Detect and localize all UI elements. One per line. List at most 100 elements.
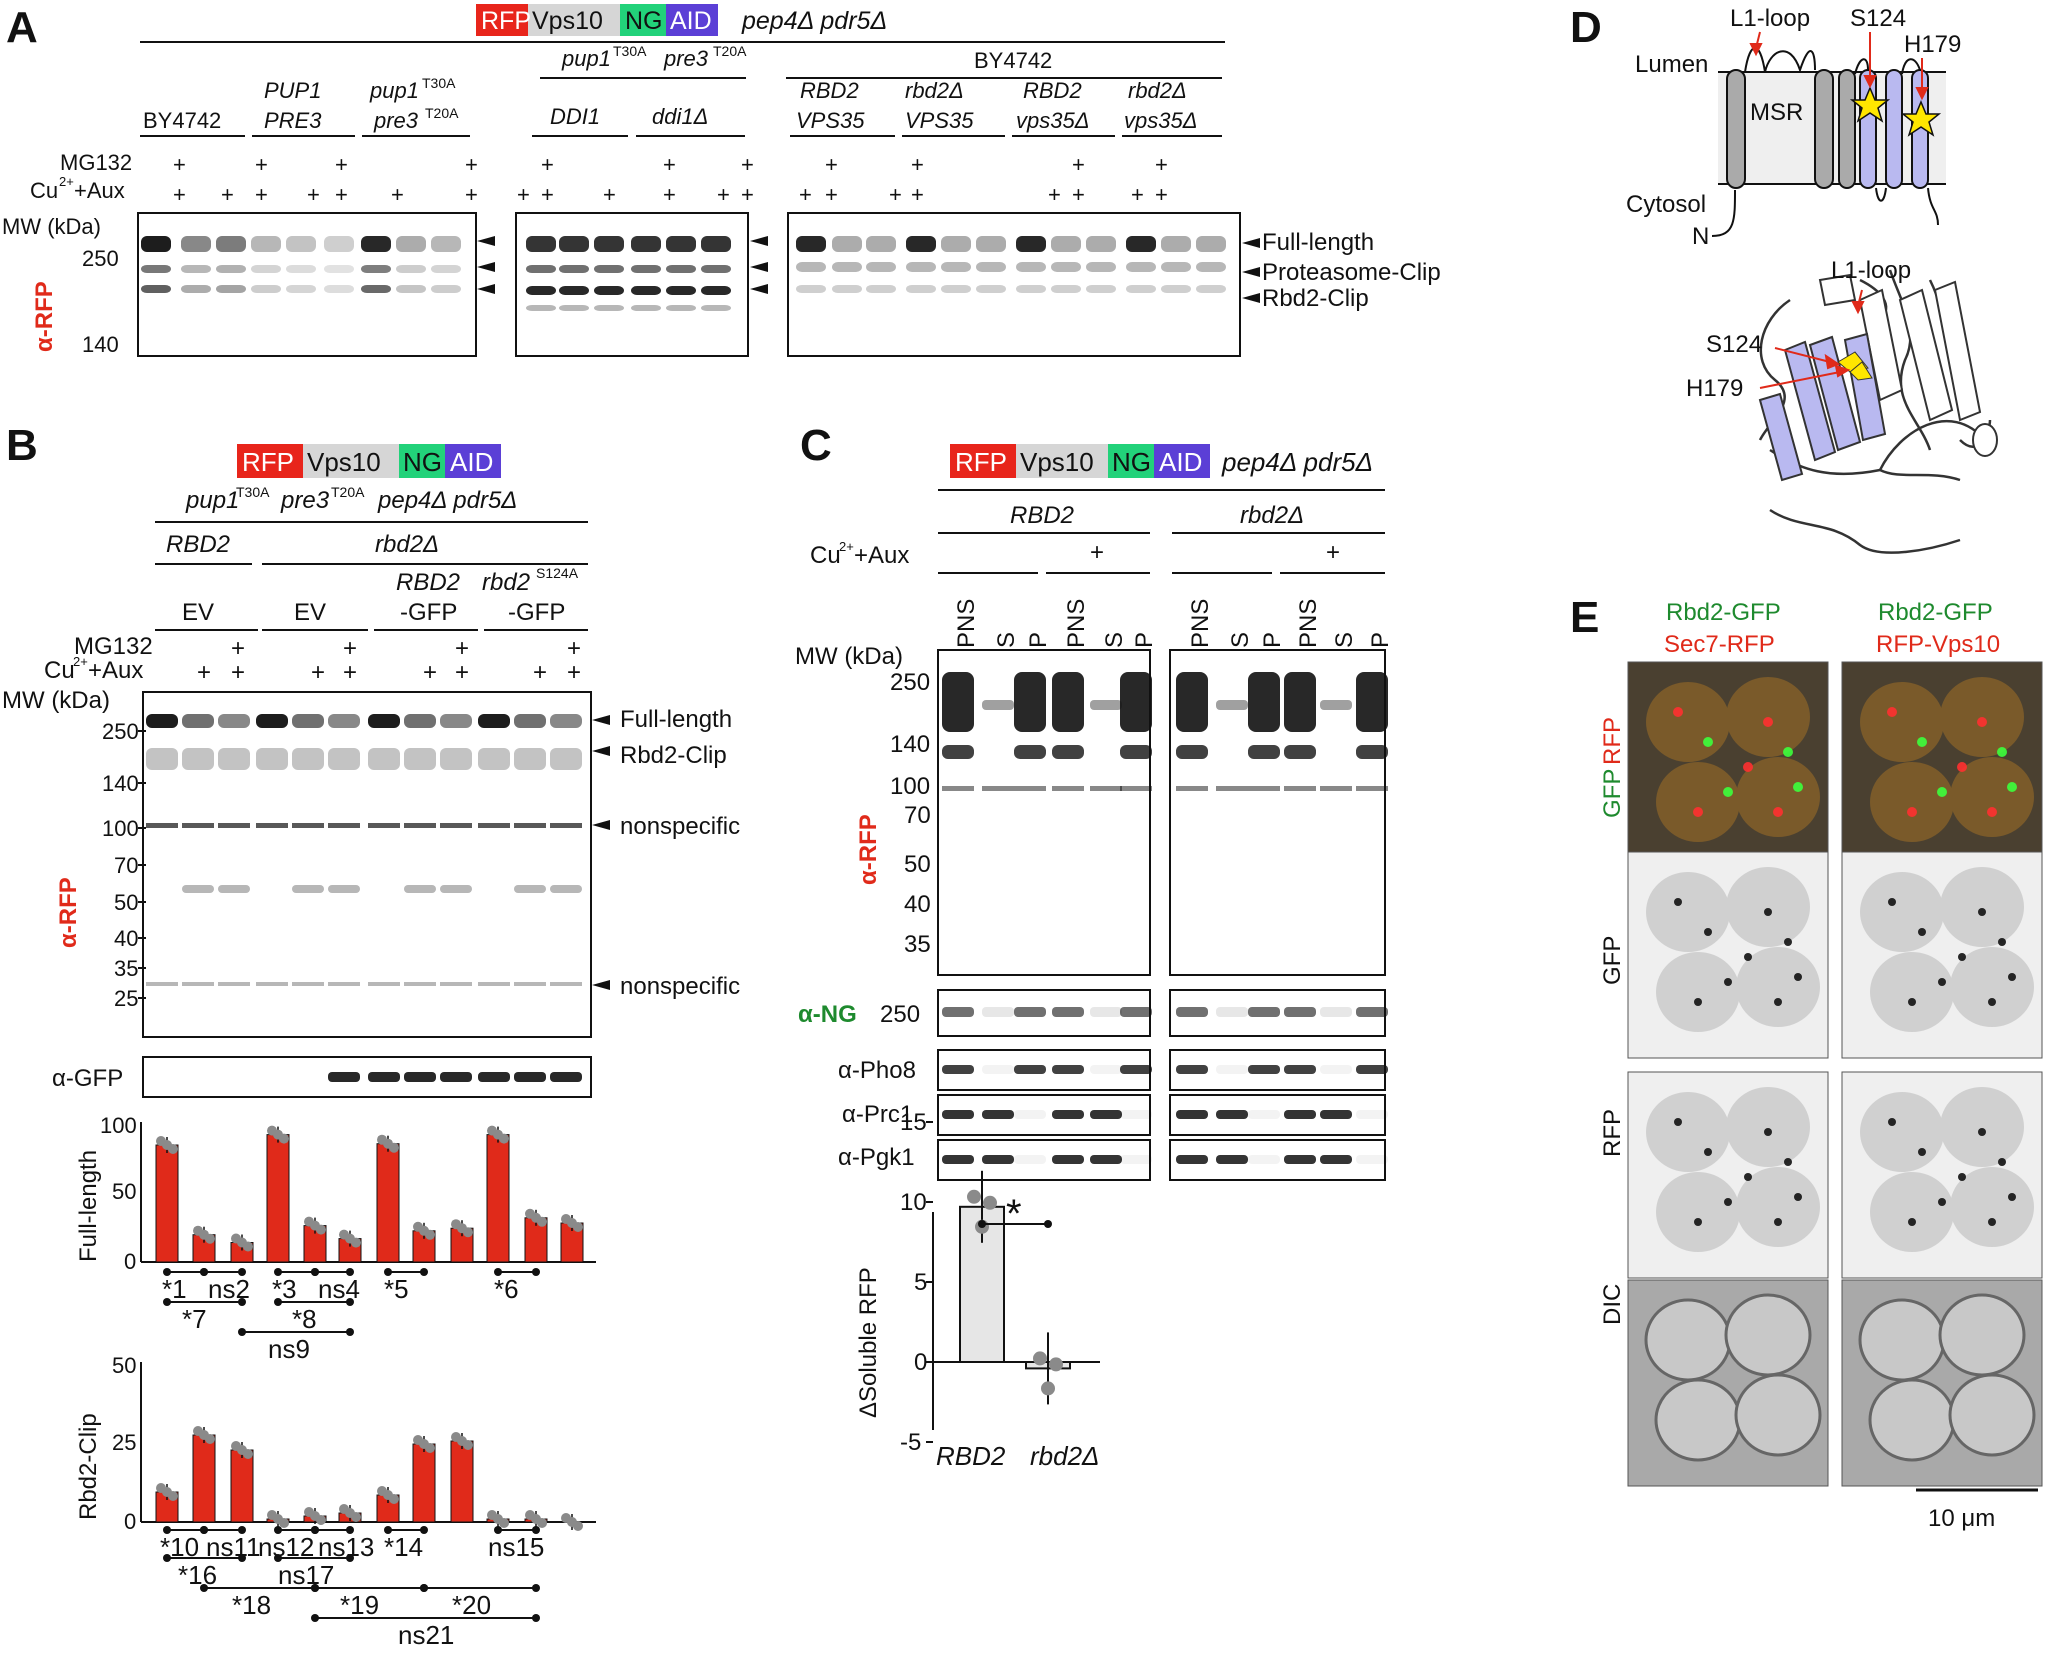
lane-label: S [1227,632,1254,648]
data-point [316,1515,326,1525]
lane-label: S [993,632,1020,648]
svg-text:AID: AID [450,447,493,477]
plus-mark: + [1048,182,1061,207]
lane-label: PNS [1063,599,1090,648]
svg-text:ddi1Δ: ddi1Δ [652,104,708,129]
plus-mark: + [825,182,838,207]
data-point [967,1189,981,1204]
blot-band [1216,700,1248,710]
svg-text:rbd2Δ: rbd2Δ [1128,78,1187,103]
svg-text:L1-loop: L1-loop [1831,257,1911,284]
svg-text:α-Pho8: α-Pho8 [838,1057,916,1084]
blot-band [328,748,360,770]
blot-band [1284,1065,1316,1074]
svg-text:RBD2: RBD2 [936,1441,1006,1471]
blot-band [982,1065,1014,1074]
blot-band [286,265,316,273]
blot-band [1284,786,1316,791]
blot-band [361,265,391,273]
blot-band [1196,236,1226,252]
svg-text:Full-length: Full-length [620,706,732,733]
svg-text:Cytosol: Cytosol [1626,191,1706,218]
mw-tick: 25 [114,986,138,1011]
svg-text:rbd2Δ: rbd2Δ [1030,1441,1099,1471]
blot-band [328,823,360,828]
blot-band [559,265,589,273]
blot-band [396,265,426,273]
panel-d-label: D [1570,3,1602,52]
blot-band [440,885,472,893]
blot-band [146,748,178,770]
stat-label: *14 [384,1532,423,1562]
blot-band [1016,262,1046,272]
svg-text:RBD2: RBD2 [396,569,460,596]
blot-band [1014,1007,1046,1017]
blot-band [1161,262,1191,272]
svg-text:RBD2: RBD2 [1010,502,1074,529]
plus-mark: + [173,152,186,177]
blot-band [1052,672,1084,732]
svg-text:+Aux: +Aux [88,657,143,684]
blot-band [368,714,400,728]
blot-band [982,1110,1014,1119]
svg-text:α-Pgk1: α-Pgk1 [838,1144,915,1171]
blot-band [514,714,546,728]
panel-c-label: C [800,421,832,470]
blot-band [440,748,472,770]
bar [155,1144,179,1263]
blot-band [1014,745,1046,759]
bar [230,1449,254,1523]
data-point [983,1195,997,1210]
blot-band [550,885,582,893]
plus-mark: + [799,182,812,207]
blot-band [324,265,354,273]
blot-band [1052,1065,1084,1074]
blot-band [906,236,936,252]
structure-diagram: L1-loop S124 H179 [1686,257,1998,554]
blot-band [404,748,436,770]
blot-band [941,236,971,252]
blot-band [982,1007,1014,1017]
panel-e-label: E [1570,593,1599,642]
stat-label: ns4 [318,1274,360,1304]
data-point [1033,1351,1047,1366]
svg-text:Full-length: Full-length [1262,229,1374,256]
plus-mark: + [1072,152,1085,177]
lane-label: P [1131,632,1158,648]
plus-mark: + [1072,182,1085,207]
stat-label: *7 [182,1304,207,1334]
blot-band [251,265,281,273]
svg-text:2+: 2+ [59,174,74,189]
blot-band [666,305,696,311]
blot-band [631,305,661,311]
mw-tick: 40 [904,891,931,918]
svg-text:GFP: GFP [1599,769,1626,818]
svg-text:Rbd2-GFP: Rbd2-GFP [1666,599,1781,626]
blot-band [218,982,250,986]
blot-band [1356,786,1388,791]
blot-band [1052,1155,1084,1164]
blot-band [666,265,696,273]
blot-band [796,236,826,252]
svg-text:RFP: RFP [955,447,1007,477]
blot-band [292,748,324,770]
blot-band [1284,1155,1316,1164]
mw-tick: 100 [102,816,139,841]
plus-mark: + [255,152,268,177]
blot-band [514,823,546,828]
blot-band [526,305,556,311]
blot-band [942,1065,974,1074]
mw-tick: 140 [890,731,930,758]
plus-mark: + [465,182,478,207]
svg-text:AID: AID [1159,447,1202,477]
svg-text:pup1: pup1 [185,487,239,514]
plus-mark: + [541,152,554,177]
blot-band [292,885,324,893]
svg-text:rbd2Δ: rbd2Δ [905,78,964,103]
blot-band [328,885,360,893]
svg-text:MG132: MG132 [60,150,132,175]
blot-band [631,265,661,273]
svg-text:rbd2: rbd2 [482,569,530,596]
blot-band [906,262,936,272]
